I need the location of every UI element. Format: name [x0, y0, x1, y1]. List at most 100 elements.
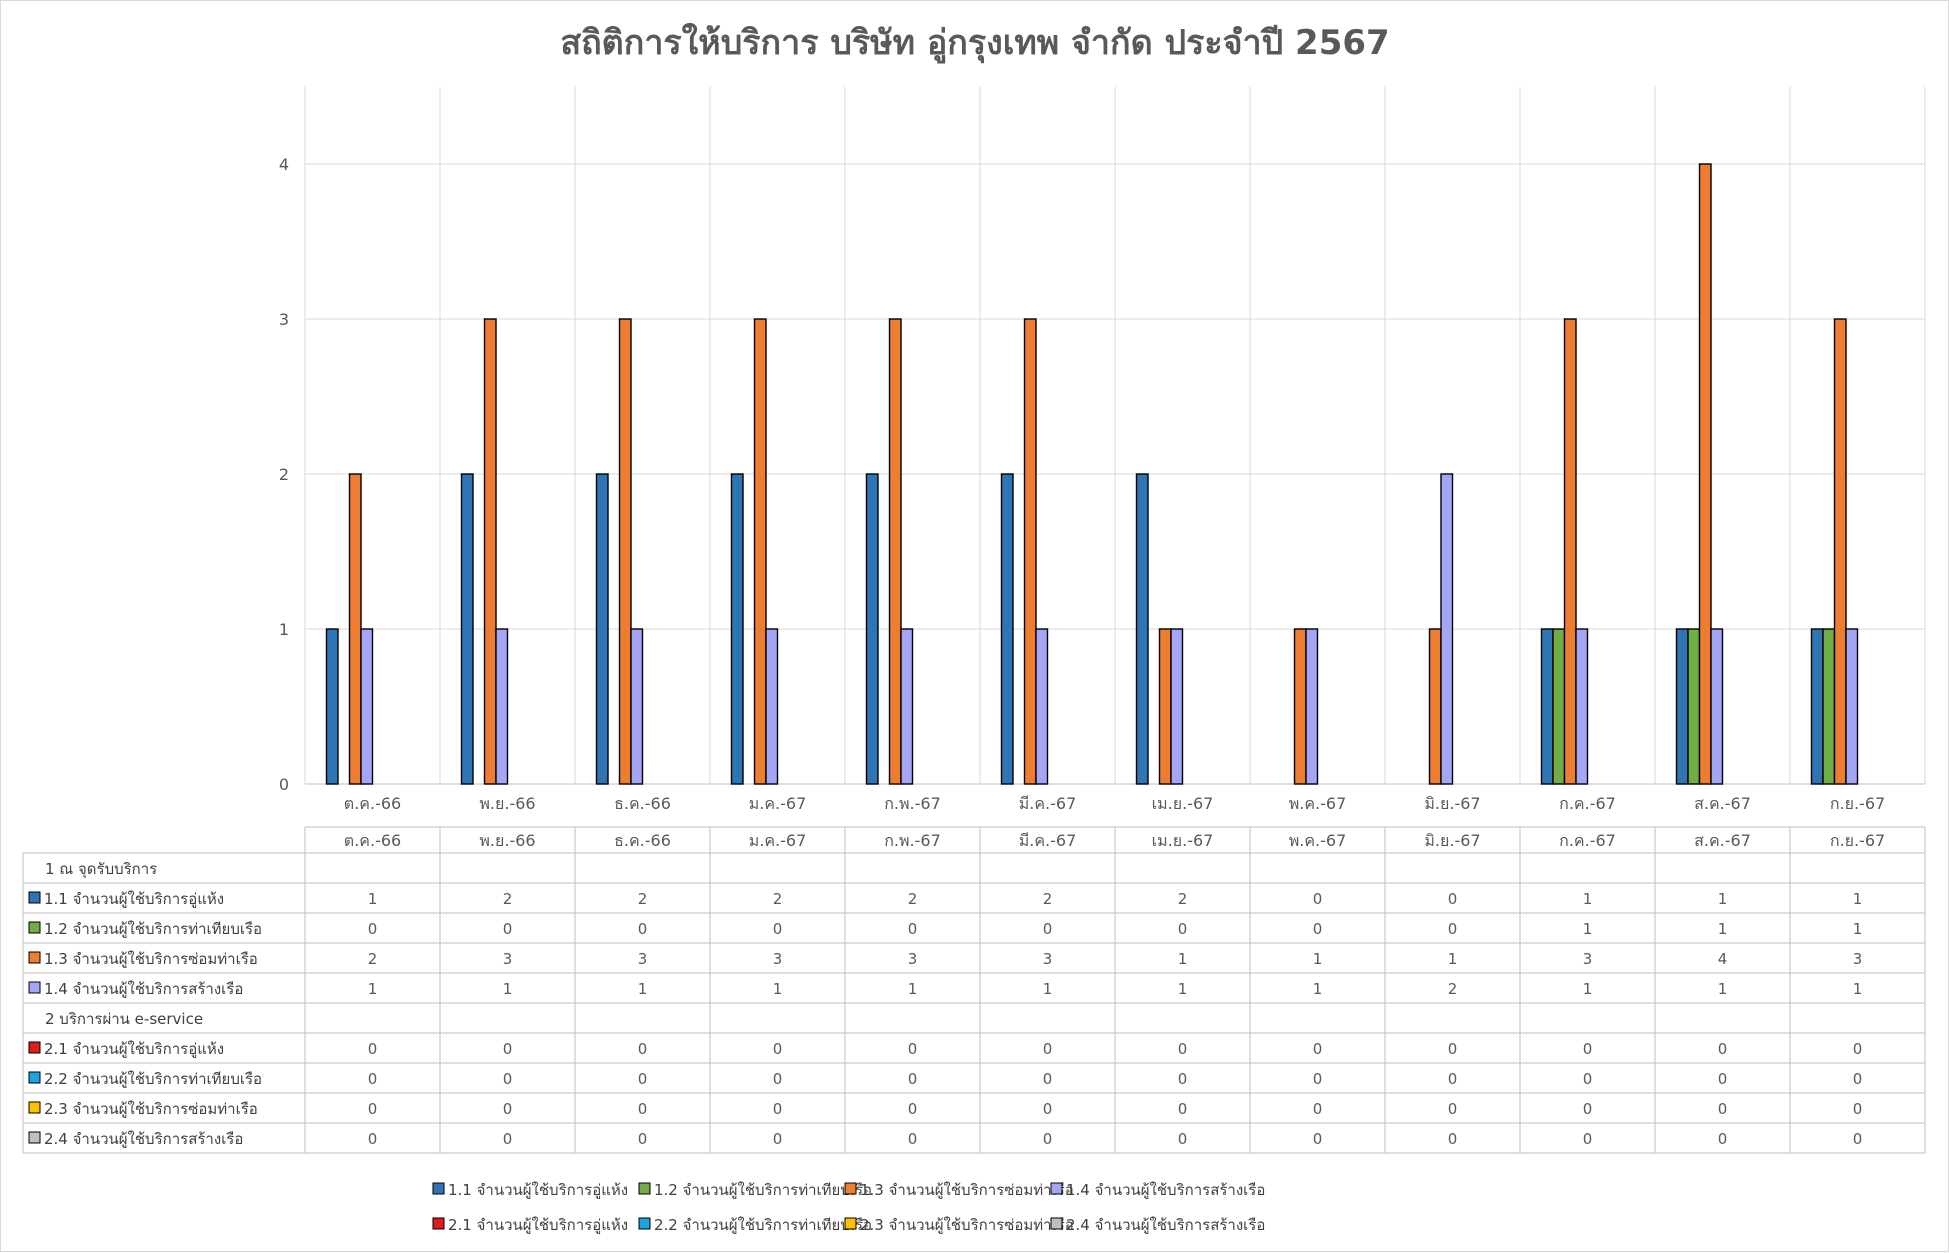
table-cell: 0	[1718, 1100, 1728, 1118]
table-header-cell: เม.ย.-67	[1152, 831, 1214, 850]
x-tick-label: ส.ค.-67	[1694, 794, 1751, 813]
table-cell: 1	[1313, 950, 1323, 968]
table-group-label: 2 บริการผ่าน e-service	[45, 1010, 203, 1028]
bar	[1845, 628, 1859, 785]
x-tick-label: ต.ค.-66	[344, 794, 401, 813]
bar	[495, 628, 509, 785]
table-cell: 0	[638, 1100, 648, 1118]
table-cell: 2	[503, 890, 513, 908]
table-cell: 0	[1178, 1100, 1188, 1118]
legend-swatch	[638, 1182, 651, 1195]
legend-swatch	[638, 1217, 651, 1230]
table-cell: 2	[908, 890, 918, 908]
table-cell: 0	[638, 920, 648, 938]
bar	[1810, 628, 1824, 785]
table-header-cell: ต.ค.-66	[344, 831, 401, 850]
table-row-label: 1.1 จำนวนผู้ใช้บริการอู่แห้ง	[44, 890, 224, 908]
table-cell: 0	[503, 1130, 513, 1148]
table-cell: 1	[1718, 920, 1728, 938]
table-cell: 3	[773, 950, 783, 968]
bar	[1540, 628, 1554, 785]
table-cell: 2	[1448, 980, 1458, 998]
table-header-cell: พ.ย.-66	[479, 831, 535, 850]
table-cell: 0	[1583, 1130, 1593, 1148]
table-cell: 0	[908, 920, 918, 938]
table-cell: 0	[1043, 920, 1053, 938]
table-header-cell: มิ.ย.-67	[1424, 831, 1480, 850]
table-cell: 0	[1853, 1040, 1863, 1058]
x-tick-label: มิ.ย.-67	[1424, 794, 1480, 813]
x-tick-label: ธ.ค.-66	[614, 794, 671, 813]
table-cell: 0	[1853, 1070, 1863, 1088]
table-header-cell: ก.พ.-67	[884, 831, 941, 850]
table-cell: 0	[368, 1100, 378, 1118]
bar	[325, 628, 339, 785]
bar	[483, 318, 497, 785]
table-cell: 2	[1043, 890, 1053, 908]
table-cell: 0	[368, 920, 378, 938]
table-cell: 0	[1583, 1040, 1593, 1058]
bar	[1822, 628, 1836, 785]
table-cell: 0	[773, 1100, 783, 1118]
bar	[618, 318, 632, 785]
table-cell: 1	[1178, 950, 1188, 968]
table-cell: 0	[1853, 1130, 1863, 1148]
table-cell: 0	[638, 1040, 648, 1058]
bar	[1833, 318, 1847, 785]
legend-label: 2.3 จำนวนผู้ใช้บริการซ่อมท่าเรือ	[860, 1216, 1074, 1234]
x-tick-label: ม.ค.-67	[749, 794, 807, 813]
bar	[1135, 473, 1149, 785]
bar	[348, 473, 362, 785]
table-header-cell: มี.ค.-67	[1019, 831, 1077, 850]
table-cell: 1	[1583, 980, 1593, 998]
bar	[1675, 628, 1689, 785]
y-tick-label: 2	[279, 465, 289, 484]
table-legend-key	[28, 1071, 41, 1084]
table-cell: 0	[1718, 1130, 1728, 1148]
table-cell: 3	[503, 950, 513, 968]
legend-label: 2.4 จำนวนผู้ใช้บริการสร้างเรือ	[1066, 1216, 1265, 1234]
table-legend-key	[28, 891, 41, 904]
table-cell: 0	[1313, 1130, 1323, 1148]
table-cell: 1	[503, 980, 513, 998]
bar	[900, 628, 914, 785]
table-cell: 0	[638, 1070, 648, 1088]
table-cell: 1	[1178, 980, 1188, 998]
table-cell: 0	[503, 1070, 513, 1088]
table-cell: 3	[908, 950, 918, 968]
bar	[1023, 318, 1037, 785]
table-cell: 0	[1043, 1130, 1053, 1148]
table-header-cell: ธ.ค.-66	[614, 831, 671, 850]
table-cell: 1	[1718, 980, 1728, 998]
table-legend-key	[28, 981, 41, 994]
y-tick-label: 1	[279, 620, 289, 639]
table-cell: 0	[1178, 1070, 1188, 1088]
table-cell: 1	[908, 980, 918, 998]
legend-label: 1.3 จำนวนผู้ใช้บริการซ่อมท่าเรือ	[860, 1181, 1074, 1199]
table-group-label: 1 ณ จุดรับบริการ	[45, 860, 157, 879]
x-tick-label: เม.ย.-67	[1152, 794, 1214, 813]
x-tick-label: ก.ย.-67	[1830, 794, 1885, 813]
legend-swatch	[432, 1217, 445, 1230]
bar	[1575, 628, 1589, 785]
x-tick-label: พ.ค.-67	[1289, 794, 1347, 813]
legend-label: 1.2 จำนวนผู้ใช้บริการท่าเทียบเรือ	[654, 1181, 872, 1199]
table-cell: 1	[1313, 980, 1323, 998]
table-cell: 0	[1448, 1130, 1458, 1148]
bar	[595, 473, 609, 785]
table-row-label: 2.1 จำนวนผู้ใช้บริการอู่แห้ง	[44, 1040, 224, 1058]
table-cell: 0	[1313, 890, 1323, 908]
table-cell: 0	[1448, 920, 1458, 938]
table-cell: 0	[1448, 1100, 1458, 1118]
table-cell: 0	[773, 1070, 783, 1088]
table-cell: 0	[908, 1130, 918, 1148]
table-row-label: 1.4 จำนวนผู้ใช้บริการสร้างเรือ	[44, 980, 243, 998]
table-cell: 0	[1313, 1040, 1323, 1058]
table-cell: 3	[1853, 950, 1863, 968]
table-cell: 3	[1043, 950, 1053, 968]
table-cell: 0	[638, 1130, 648, 1148]
bar	[1710, 628, 1724, 785]
bar	[1428, 628, 1442, 785]
table-cell: 0	[1583, 1070, 1593, 1088]
table-cell: 0	[1448, 1040, 1458, 1058]
